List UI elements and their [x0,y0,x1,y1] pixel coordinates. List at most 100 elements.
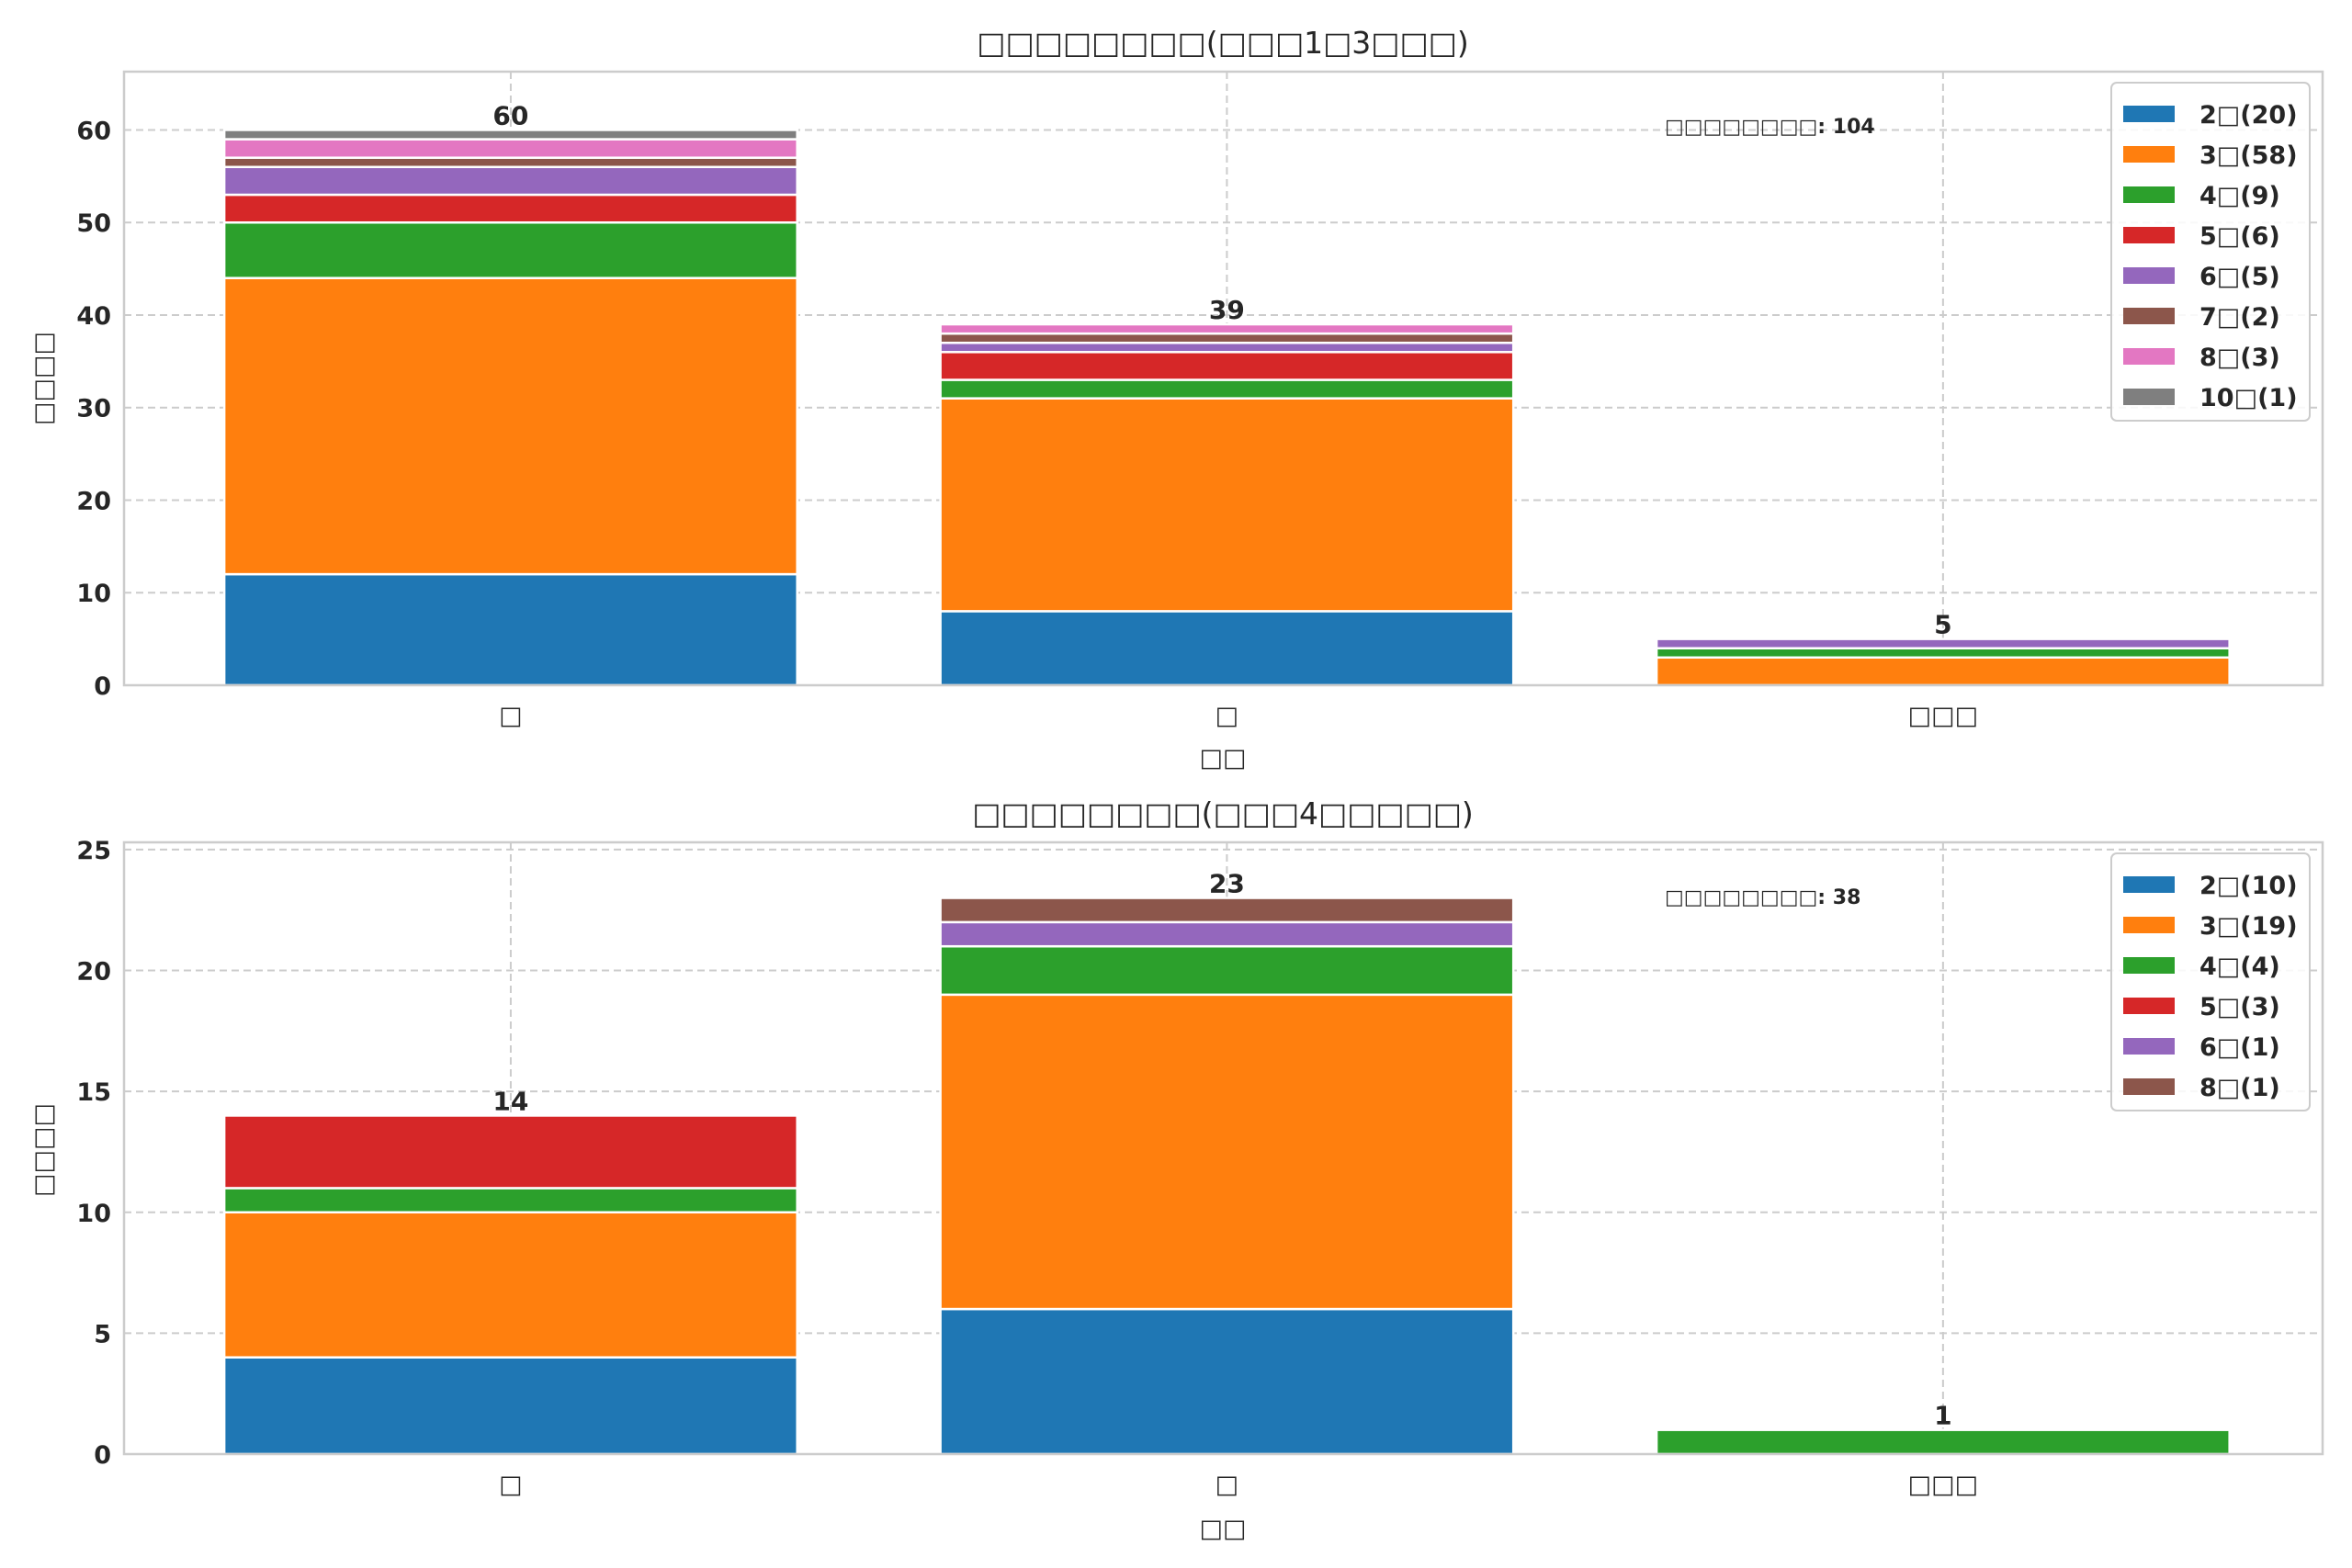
legend-swatch [2123,308,2175,324]
y-tick-label: 50 [76,209,111,238]
y-tick-label: 0 [94,672,111,701]
legend-swatch [2123,876,2175,893]
bar-segment [222,1211,798,1359]
annotation-label: □□□□□□□□ [1665,886,1817,909]
x-tick-label: □ [499,702,523,730]
y-tick-label: 5 [94,1320,111,1348]
annotation-separator: : [1817,886,1832,909]
bar-segment [939,341,1515,354]
bar-segment [222,129,798,141]
legend-swatch [2123,146,2175,163]
bar-segment [939,332,1515,344]
bar-total-label: 1 [1934,1401,1951,1431]
bar-segment [222,193,798,224]
legend-label: 5□(3) [2199,993,2280,1021]
bar-segment [222,165,798,197]
legend-label: 2□(20) [2199,101,2298,130]
bar-segment [939,322,1515,335]
x-axis-label: □□ [1199,1515,1246,1543]
x-tick-label: □ [499,1471,523,1499]
legend: 2□(20) 3□(58) 4□(9) 5□(6) 6□(5) 7□(2) 8□(3) 10□… [2110,82,2311,422]
bar-total-label: 5 [1934,610,1951,640]
legend-label: 8□(1) [2199,1074,2280,1102]
chart-title: □□□□□□□□(□□□1□3□□□) [977,25,1468,61]
bar-segment [222,138,798,159]
y-tick-label: 20 [76,487,111,515]
bar-segment [222,1114,798,1190]
y-tick-label: 0 [94,1441,111,1470]
y-tick-label: 10 [76,580,111,608]
annotation-label: □□□□□□□□ [1665,116,1817,139]
bar-segment [222,1356,798,1456]
y-tick-label: 25 [76,837,111,865]
bar-segment [222,276,798,576]
y-tick-label: 10 [76,1200,111,1228]
legend: 2□(10) 3□(19) 4□(4) 5□(3) 6□(1) 8□(1) [2110,852,2311,1111]
bar-total-label: 39 [1209,295,1245,325]
bar-segment [1655,656,2231,687]
bar-segment [222,220,798,279]
axes-frame [122,840,2324,1456]
legend-swatch [2123,1038,2175,1055]
bar-segment [939,993,1515,1311]
legend-label: 3□(58) [2199,141,2298,170]
legend-swatch [2123,389,2175,405]
legend-label: 4□(9) [2199,182,2280,210]
legend-label: 10□(1) [2199,384,2298,412]
x-tick-label: □□□ [1908,702,1979,730]
total-annotation: □□□□□□□□: 104 [1665,116,1875,139]
legend-label: 6□(1) [2199,1033,2280,1062]
legend-swatch [2123,227,2175,243]
y-tick-label: 60 [76,117,111,145]
bar-segment [1655,1428,2231,1456]
annotation-value: 104 [1833,116,1875,139]
bar-segment [222,156,798,169]
x-tick-label: □ [1216,702,1239,730]
legend-frame [2110,82,2311,422]
axes-frame [122,70,2324,687]
bar-segment [939,920,1515,948]
bar-segment [939,944,1515,997]
legend-swatch [2123,267,2175,284]
bar-segment [222,1187,798,1214]
bar-segment [939,897,1515,924]
bar-segment [939,1307,1515,1456]
y-tick-label: 40 [76,302,111,331]
annotation-value: 38 [1833,886,1861,909]
legend-swatch [2123,186,2175,203]
x-axis-label: □□ [1199,744,1246,773]
legend-label: 3□(19) [2199,912,2298,941]
bar-segment [939,397,1515,613]
legend-swatch [2123,917,2175,933]
total-annotation: □□□□□□□□: 38 [1665,886,1860,909]
y-tick-label: 30 [76,395,111,423]
chart-title: □□□□□□□□(□□□4□□□□□) [972,795,1474,831]
bar-segment [1655,637,2231,649]
legend-swatch [2123,106,2175,122]
bar-segment [939,351,1515,381]
bar-total-label: 14 [492,1086,528,1116]
legend-swatch [2123,957,2175,974]
y-axis-label: □□□□ [29,1103,58,1197]
legend-label: 4□(4) [2199,953,2280,981]
bar-segment [939,610,1515,687]
legend-swatch [2123,1078,2175,1095]
y-tick-label: 15 [76,1078,111,1107]
bar-segment [222,572,798,687]
bar-total-label: 23 [1209,869,1245,899]
x-tick-label: □ [1216,1471,1239,1499]
bar-total-label: 60 [492,100,528,130]
y-axis-label: □□□□ [29,332,58,425]
legend-swatch [2123,998,2175,1014]
annotation-separator: : [1817,116,1832,139]
legend-label: 5□(6) [2199,222,2280,251]
y-tick-label: 20 [76,958,111,987]
legend-label: 8□(3) [2199,344,2280,372]
bar-segment [1655,647,2231,660]
legend-label: 2□(10) [2199,872,2298,900]
bar-segment [939,378,1515,400]
